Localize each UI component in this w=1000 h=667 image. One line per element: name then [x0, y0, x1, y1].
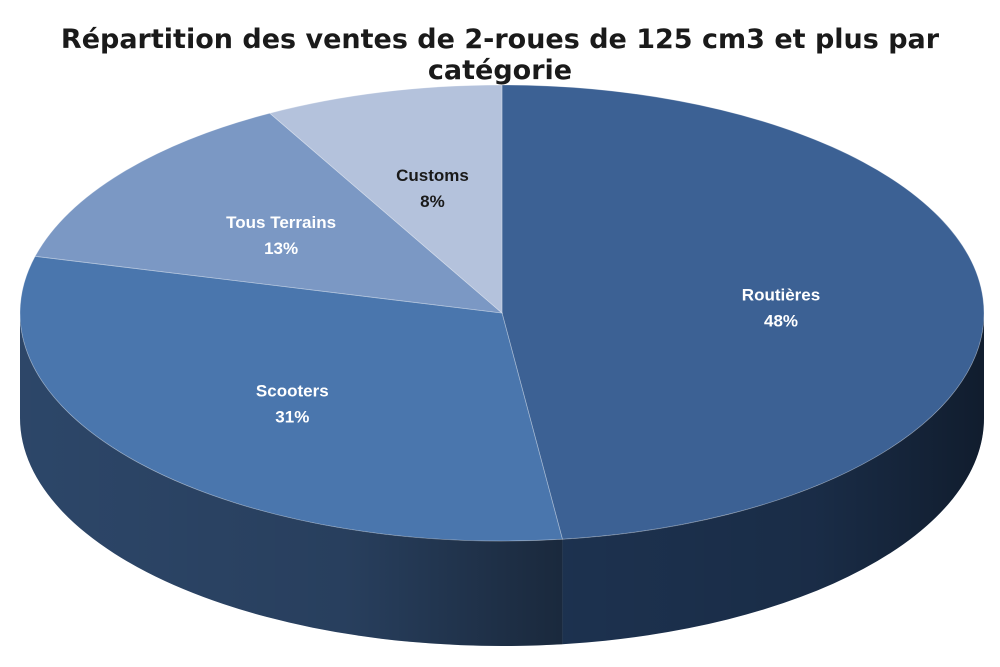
slice-label-scooters: Scooters 31%	[256, 381, 329, 426]
slice-name-routieres: Routières	[742, 286, 820, 305]
pie-side-shade-scooters	[20, 313, 563, 646]
pie-slice-scooters	[19, 255, 563, 542]
slice-value-routieres: 48%	[764, 312, 798, 331]
slice-value-customs: 8%	[420, 192, 445, 211]
slice-label-tous-terrains: Tous Terrains 13%	[226, 213, 336, 258]
pie-side-shade-routieres	[562, 313, 984, 645]
pie-sides	[20, 313, 984, 646]
slice-name-customs: Customs	[396, 166, 469, 185]
slice-name-tous-terrains: Tous Terrains	[226, 213, 336, 232]
pie-tops	[19, 84, 985, 542]
slice-value-tous-terrains: 13%	[264, 239, 298, 258]
pie-slice-tous-terrains	[34, 112, 504, 314]
chart-title: Répartition des ventes de 2-roues de 125…	[60, 24, 940, 86]
slice-label-routieres: Routières 48%	[742, 286, 820, 331]
slice-name-scooters: Scooters	[256, 381, 329, 400]
slice-value-scooters: 31%	[275, 407, 309, 426]
slice-label-customs: Customs 8%	[396, 166, 469, 211]
pie-labels: Routières 48% Scooters 31% Tous Terrains 13% C…	[226, 166, 820, 427]
pie-slice-routieres	[501, 84, 985, 540]
pie-slice-customs	[268, 84, 503, 314]
